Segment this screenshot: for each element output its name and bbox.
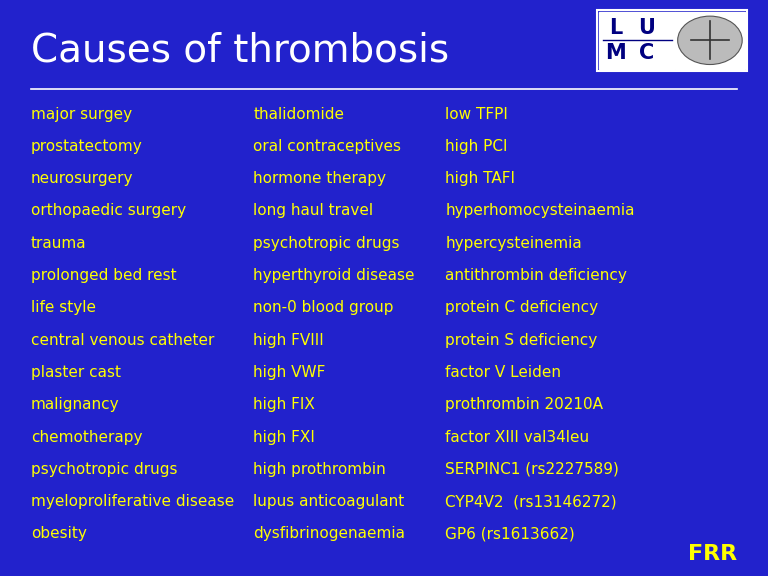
Text: high FVIII: high FVIII xyxy=(253,333,324,348)
Text: protein S deficiency: protein S deficiency xyxy=(445,333,598,348)
Text: high FIX: high FIX xyxy=(253,397,316,412)
Text: myeloproliferative disease: myeloproliferative disease xyxy=(31,494,234,509)
Text: GP6 (rs1613662): GP6 (rs1613662) xyxy=(445,526,575,541)
Circle shape xyxy=(677,16,742,65)
Text: hyperhomocysteinaemia: hyperhomocysteinaemia xyxy=(445,203,635,218)
Text: high FXI: high FXI xyxy=(253,430,316,445)
Text: non-0 blood group: non-0 blood group xyxy=(253,300,394,315)
Text: dysfibrinogenaemia: dysfibrinogenaemia xyxy=(253,526,406,541)
Text: psychotropic drugs: psychotropic drugs xyxy=(31,462,177,477)
Text: hyperthyroid disease: hyperthyroid disease xyxy=(253,268,415,283)
Text: life style: life style xyxy=(31,300,96,315)
Text: Causes of thrombosis: Causes of thrombosis xyxy=(31,31,449,69)
Text: CYP4V2  (rs13146272): CYP4V2 (rs13146272) xyxy=(445,494,617,509)
Text: plaster cast: plaster cast xyxy=(31,365,121,380)
Text: neurosurgery: neurosurgery xyxy=(31,171,133,186)
Text: prothrombin 20210A: prothrombin 20210A xyxy=(445,397,604,412)
Text: high VWF: high VWF xyxy=(253,365,326,380)
Text: chemotherapy: chemotherapy xyxy=(31,430,142,445)
Text: high TAFI: high TAFI xyxy=(445,171,515,186)
FancyBboxPatch shape xyxy=(675,12,745,69)
Text: trauma: trauma xyxy=(31,236,86,251)
Text: prolonged bed rest: prolonged bed rest xyxy=(31,268,177,283)
Text: low TFPI: low TFPI xyxy=(445,107,508,122)
Text: hormone therapy: hormone therapy xyxy=(253,171,386,186)
Text: thalidomide: thalidomide xyxy=(253,107,344,122)
Text: hypercysteinemia: hypercysteinemia xyxy=(445,236,582,251)
Text: high prothrombin: high prothrombin xyxy=(253,462,386,477)
Text: U: U xyxy=(638,18,655,37)
Text: SERPINC1 (rs2227589): SERPINC1 (rs2227589) xyxy=(445,462,619,477)
Text: obesity: obesity xyxy=(31,526,87,541)
Text: protein C deficiency: protein C deficiency xyxy=(445,300,598,315)
Text: factor V Leiden: factor V Leiden xyxy=(445,365,561,380)
Text: central venous catheter: central venous catheter xyxy=(31,333,214,348)
Text: M: M xyxy=(605,43,627,63)
FancyBboxPatch shape xyxy=(599,12,675,69)
Text: C: C xyxy=(639,43,654,63)
Text: lupus anticoagulant: lupus anticoagulant xyxy=(253,494,405,509)
Text: antithrombin deficiency: antithrombin deficiency xyxy=(445,268,627,283)
Text: orthopaedic surgery: orthopaedic surgery xyxy=(31,203,186,218)
Text: factor XIII val34leu: factor XIII val34leu xyxy=(445,430,590,445)
Text: L: L xyxy=(609,18,623,37)
Text: long haul travel: long haul travel xyxy=(253,203,373,218)
Text: major surgey: major surgey xyxy=(31,107,132,122)
Text: psychotropic drugs: psychotropic drugs xyxy=(253,236,400,251)
Text: malignancy: malignancy xyxy=(31,397,119,412)
Text: oral contraceptives: oral contraceptives xyxy=(253,139,402,154)
Text: high PCI: high PCI xyxy=(445,139,508,154)
Text: FRR: FRR xyxy=(688,544,737,564)
Text: prostatectomy: prostatectomy xyxy=(31,139,143,154)
